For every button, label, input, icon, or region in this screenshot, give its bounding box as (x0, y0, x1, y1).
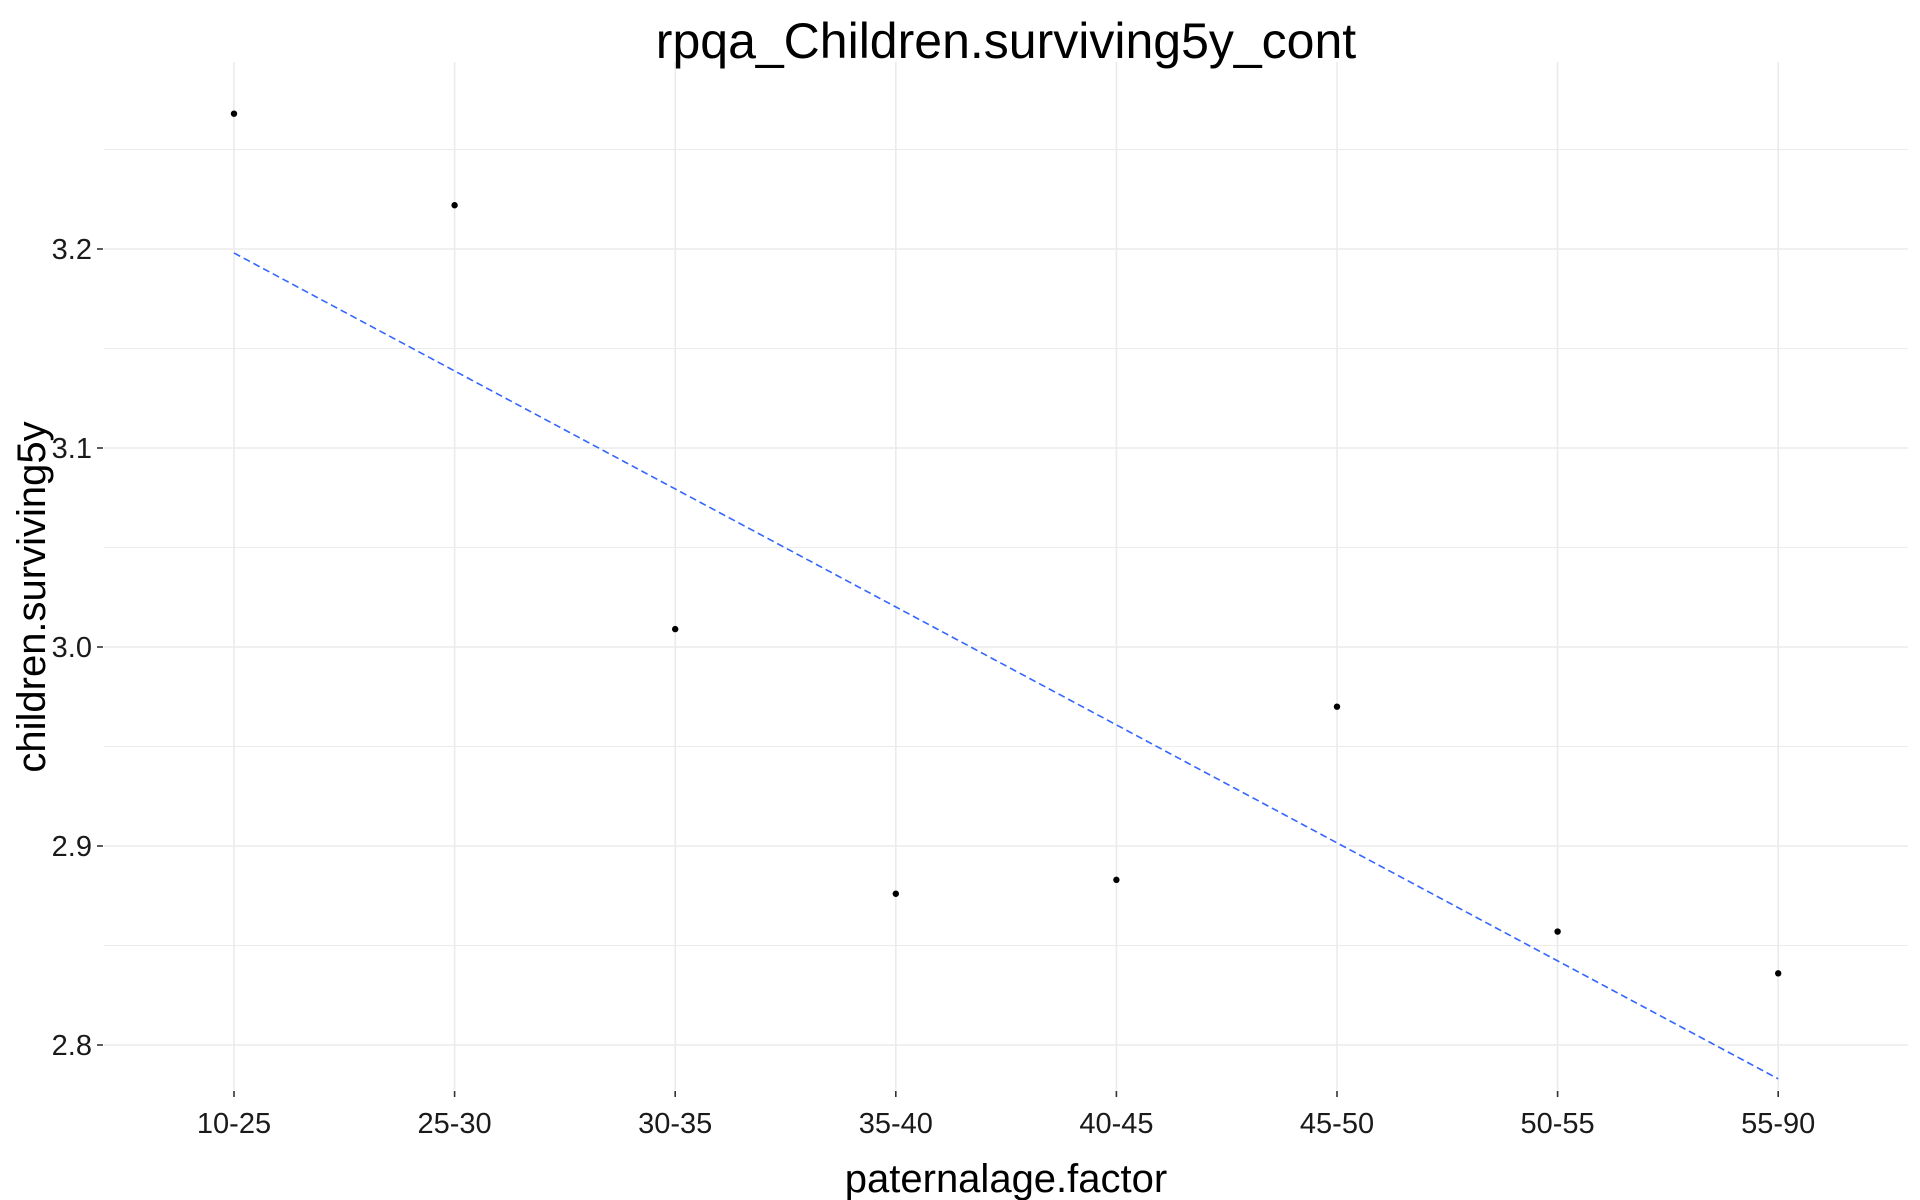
y-axis-ticks: 2.8 2.9 3.0 3.1 3.2 (52, 234, 103, 1062)
x-tick-label: 30-35 (638, 1108, 712, 1140)
x-tick-label: 25-30 (418, 1108, 492, 1140)
x-tick-label: 10-25 (197, 1108, 271, 1140)
data-point (1113, 876, 1120, 884)
data-point (230, 110, 238, 117)
data-point (1333, 703, 1341, 710)
grid-lines (104, 62, 1908, 1090)
y-tick-label: 3.1 (52, 433, 92, 465)
y-tick-label: 2.9 (52, 831, 92, 863)
x-tick-label: 35-40 (859, 1108, 933, 1140)
data-point (892, 890, 899, 897)
x-tick-label: 55-90 (1741, 1108, 1815, 1140)
data-point (672, 625, 679, 633)
data-point (1775, 970, 1782, 977)
y-tick-label: 3.2 (52, 234, 92, 266)
x-axis-title: paternalage.factor (845, 1157, 1167, 1200)
fit-line (233, 252, 1779, 1080)
data-point (1554, 928, 1561, 935)
x-tick-label: 50-55 (1521, 1108, 1595, 1140)
fit-line-layer (233, 252, 1779, 1080)
data-points (230, 110, 1782, 977)
y-tick-label: 2.8 (52, 1030, 92, 1062)
y-tick-label: 3.0 (52, 632, 92, 664)
x-tick-label: 45-50 (1300, 1108, 1374, 1140)
data-point (451, 202, 458, 209)
chart-title: rpqa_Children.surviving5y_cont (656, 13, 1356, 69)
x-tick-label: 40-45 (1079, 1108, 1153, 1140)
x-axis-ticks: 10-25 25-30 30-35 35-40 40-45 45-50 50-55 55-90 (197, 1091, 1815, 1140)
y-axis-title: children.surviving5y (10, 421, 54, 772)
